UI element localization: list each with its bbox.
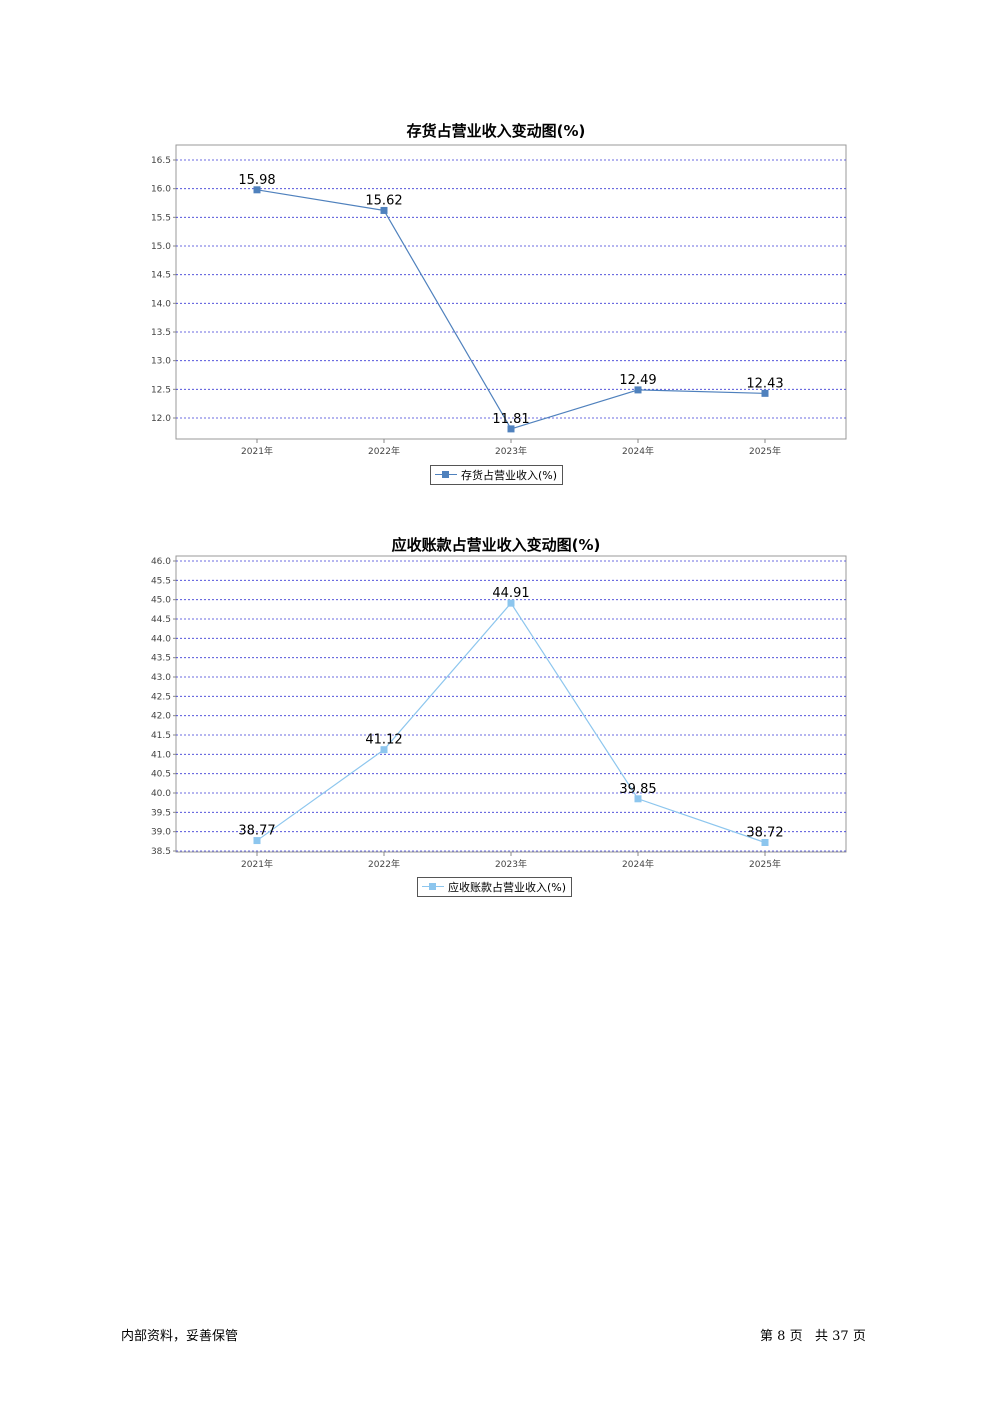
x-tick-label: 2024年: [622, 858, 654, 870]
chart-legend: 应收账款占营业收入(%): [417, 877, 573, 897]
x-tick-label: 2022年: [368, 445, 400, 457]
data-label: 38.72: [746, 825, 783, 840]
y-tick-label: 39.5: [151, 808, 171, 818]
data-label: 12.49: [619, 373, 656, 388]
chart-title: 应收账款占营业收入变动图(%): [391, 536, 601, 554]
y-tick-label: 44.5: [151, 615, 171, 625]
x-tick-label: 2023年: [495, 858, 527, 870]
legend-marker-icon: [435, 471, 457, 479]
y-tick-label: 16.0: [151, 185, 171, 195]
data-label: 15.98: [238, 173, 275, 188]
data-point: [761, 389, 769, 397]
y-tick-label: 13.5: [151, 328, 171, 338]
y-tick-label: 41.5: [151, 731, 171, 741]
legend-marker-icon: [422, 883, 444, 891]
data-label: 41.12: [365, 733, 402, 748]
x-tick-label: 2021年: [241, 445, 273, 457]
y-tick-label: 41.0: [151, 750, 171, 760]
page-number: 8: [777, 1329, 786, 1344]
data-point: [253, 837, 261, 845]
data-point: [761, 838, 769, 846]
y-tick-label: 40.5: [151, 770, 171, 780]
y-tick-label: 14.0: [151, 299, 171, 309]
x-tick-label: 2024年: [622, 445, 654, 457]
data-point: [634, 795, 642, 803]
y-tick-label: 40.0: [151, 789, 171, 799]
page-prefix: 第: [760, 1329, 774, 1344]
y-tick-label: 16.5: [151, 156, 171, 166]
page-unit: 页: [789, 1329, 803, 1344]
total-prefix: 共: [815, 1329, 829, 1344]
footer-page-info: 第 8 页 共 37 页: [760, 1325, 866, 1344]
x-tick-label: 2021年: [241, 858, 273, 870]
x-tick-label: 2022年: [368, 858, 400, 870]
data-label: 44.91: [492, 586, 529, 601]
data-point: [380, 746, 388, 754]
data-point: [380, 206, 388, 214]
chart-title: 存货占营业收入变动图(%): [406, 122, 586, 140]
legend-label: 存货占营业收入(%): [461, 469, 558, 482]
y-tick-label: 15.0: [151, 242, 171, 252]
chart-plot: 16.5 16.0 15.5 15.0 14.5 14.0 13.5 13.0 12.5 12.0…: [151, 144, 847, 457]
y-tick-label: 43.5: [151, 654, 171, 664]
y-tick-label: 42.0: [151, 712, 171, 722]
data-label: 15.62: [365, 193, 402, 208]
footer-confidential: 内部资料，妥善保管: [121, 1329, 239, 1344]
data-label: 38.77: [238, 824, 275, 839]
y-tick-label: 39.0: [151, 828, 171, 838]
total-unit: 页: [852, 1329, 866, 1344]
chart-plot: 46.0 45.5 45.0 44.5 44.0 43.5 43.0 42.5 42.0 41.5…: [151, 555, 847, 870]
series-line: [256, 602, 766, 844]
x-tick-label: 2023年: [495, 445, 527, 457]
y-tick-label: 46.0: [151, 557, 171, 567]
y-tick-label: 13.0: [151, 357, 171, 367]
y-tick-label: 44.0: [151, 634, 171, 644]
x-tick-label: 2025年: [749, 858, 781, 870]
y-tick-label: 38.5: [151, 847, 171, 857]
y-tick-label: 43.0: [151, 673, 171, 683]
total-pages: 37: [832, 1329, 849, 1344]
data-label: 11.81: [492, 412, 529, 427]
data-point: [634, 386, 642, 394]
y-tick-label: 12.5: [151, 385, 171, 395]
data-label: 39.85: [619, 782, 656, 797]
data-point: [253, 186, 261, 194]
y-tick-label: 45.0: [151, 596, 171, 606]
y-tick-label: 45.5: [151, 576, 171, 586]
data-point: [507, 425, 515, 433]
y-tick-label: 12.0: [151, 414, 171, 424]
y-tick-label: 14.5: [151, 271, 171, 281]
data-point: [507, 599, 515, 607]
legend-label: 应收账款占营业收入(%): [448, 881, 567, 894]
y-tick-label: 42.5: [151, 692, 171, 702]
chart-legend: 存货占营业收入(%): [430, 465, 564, 485]
x-tick-label: 2025年: [749, 445, 781, 457]
y-tick-label: 15.5: [151, 213, 171, 223]
data-label: 12.43: [746, 376, 783, 391]
